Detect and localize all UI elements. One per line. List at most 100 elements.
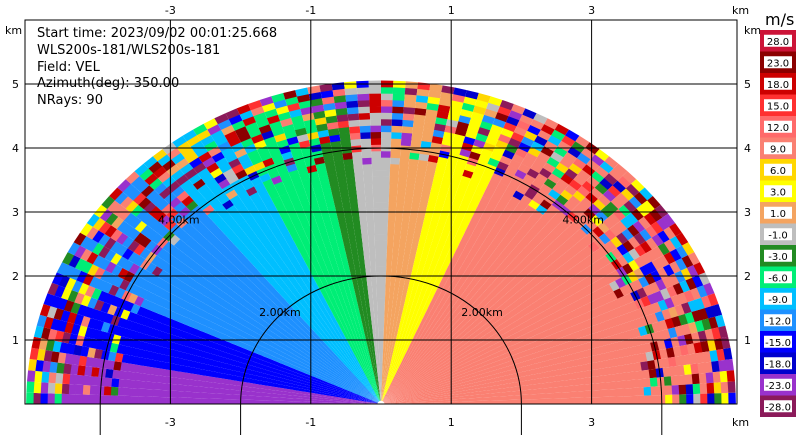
- velocity-cell: [414, 371, 422, 378]
- velocity-cell: [395, 215, 403, 223]
- velocity-cell: [411, 133, 423, 141]
- velocity-cell: [219, 314, 230, 323]
- velocity-cell: [397, 395, 405, 399]
- velocity-cell: [520, 194, 533, 205]
- velocity-cell: [325, 226, 335, 235]
- velocity-cell: [524, 389, 532, 395]
- velocity-cell: [314, 397, 322, 401]
- velocity-cell: [412, 401, 420, 403]
- velocity-cell: [376, 388, 379, 395]
- velocity-cell: [411, 396, 420, 399]
- velocity-cell: [451, 383, 460, 388]
- velocity-cell: [480, 383, 489, 388]
- velocity-cell: [143, 201, 157, 214]
- velocity-cell: [531, 357, 540, 365]
- velocity-cell: [385, 375, 388, 383]
- velocity-cell: [364, 344, 369, 352]
- velocity-cell: [40, 393, 48, 404]
- velocity-cell: [488, 96, 503, 107]
- velocity-cell: [296, 133, 309, 143]
- velocity-cell: [297, 376, 306, 382]
- y-unit-left: km: [5, 24, 22, 37]
- velocity-cell: [503, 330, 512, 339]
- velocity-cell: [359, 391, 367, 396]
- velocity-cell: [296, 302, 305, 311]
- velocity-cell: [205, 364, 215, 372]
- velocity-cell: [333, 368, 341, 375]
- velocity-cell: [366, 370, 371, 378]
- velocity-cell: [289, 360, 298, 367]
- velocity-cell: [216, 254, 228, 264]
- velocity-cell: [273, 383, 282, 388]
- velocity-cell: [460, 313, 469, 321]
- velocity-cell: [312, 316, 321, 324]
- velocity-cell: [365, 378, 370, 385]
- velocity-cell: [425, 307, 432, 315]
- velocity-cell: [345, 351, 352, 358]
- velocity-cell: [332, 265, 340, 274]
- velocity-cell: [290, 196, 301, 206]
- velocity-cell: [459, 237, 469, 246]
- velocity-cell: [398, 247, 405, 256]
- velocity-cell: [463, 210, 474, 220]
- velocity-cell: [339, 363, 346, 370]
- velocity-cell: [368, 234, 375, 242]
- velocity-cell: [635, 378, 644, 388]
- velocity-cell: [577, 152, 591, 165]
- velocity-cell: [193, 162, 207, 174]
- velocity-cell: [232, 249, 244, 259]
- velocity-cell: [524, 399, 533, 404]
- velocity-cell: [107, 351, 117, 362]
- velocity-cell: [228, 359, 238, 367]
- velocity-cell: [383, 395, 388, 402]
- velocity-cell: [386, 253, 393, 261]
- velocity-cell: [63, 321, 74, 334]
- velocity-cell: [347, 229, 356, 237]
- velocity-cell: [286, 388, 295, 393]
- velocity-cell: [541, 224, 553, 236]
- colorbar-tick-box: [764, 120, 792, 133]
- velocity-cell: [318, 135, 331, 145]
- velocity-cell: [420, 349, 427, 357]
- velocity-cell: [420, 192, 430, 201]
- velocity-cell: [527, 347, 537, 355]
- velocity-cell: [318, 354, 327, 361]
- velocity-cell: [375, 330, 379, 337]
- velocity-cell: [408, 374, 416, 381]
- velocity-cell: [580, 397, 589, 404]
- velocity-cell: [466, 386, 475, 391]
- velocity-cell: [404, 196, 413, 205]
- velocity-cell: [381, 86, 394, 94]
- velocity-cell: [478, 285, 488, 294]
- velocity-cell: [321, 362, 329, 369]
- velocity-cell: [356, 401, 364, 403]
- velocity-cell: [629, 387, 638, 397]
- velocity-cell: [229, 234, 241, 245]
- velocity-cell: [26, 381, 35, 393]
- velocity-cell: [284, 270, 294, 280]
- velocity-cell: [370, 402, 378, 404]
- velocity-cell: [685, 384, 694, 395]
- velocity-cell: [427, 154, 439, 163]
- velocity-cell: [296, 93, 311, 103]
- velocity-cell: [316, 385, 325, 389]
- velocity-cell: [439, 278, 448, 287]
- velocity-cell: [562, 341, 572, 350]
- velocity-cell: [416, 386, 424, 391]
- velocity-cell: [347, 281, 354, 290]
- velocity-cell: [417, 340, 424, 347]
- velocity-cell: [387, 391, 393, 397]
- velocity-cell: [421, 285, 428, 293]
- velocity-cell: [210, 376, 219, 384]
- velocity-cell: [363, 364, 368, 372]
- velocity-cell: [461, 368, 470, 374]
- velocity-cell: [573, 315, 584, 325]
- velocity-cell: [179, 263, 191, 275]
- velocity-cell: [433, 398, 441, 401]
- velocity-cell: [410, 204, 420, 212]
- velocity-cell: [397, 352, 402, 359]
- velocity-cell: [346, 100, 359, 108]
- velocity-cell: [98, 330, 108, 342]
- velocity-cell: [351, 371, 358, 377]
- velocity-cell: [229, 399, 238, 404]
